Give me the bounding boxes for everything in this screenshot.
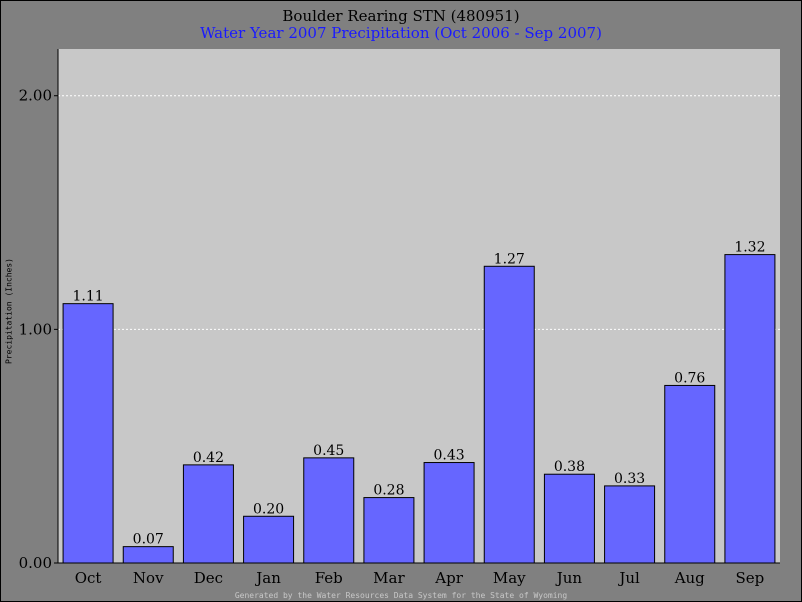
bar — [543, 473, 595, 564]
bar — [363, 497, 415, 564]
x-tick-label: Sep — [736, 569, 765, 587]
chart-subtitle: Water Year 2007 Precipitation (Oct 2006 … — [200, 24, 602, 42]
bar-value-label: 0.42 — [193, 450, 224, 466]
bar-value-label: 1.32 — [734, 240, 765, 256]
bar — [303, 457, 355, 564]
x-tick-label: Aug — [674, 569, 705, 587]
bar-value-label: 0.28 — [373, 483, 404, 499]
bar — [483, 265, 535, 564]
bar-value-label: 0.45 — [313, 443, 344, 459]
y-tick-label: 0.00 — [19, 554, 52, 572]
bar — [664, 384, 716, 564]
bar-value-label: 0.07 — [133, 532, 164, 548]
bar — [243, 515, 295, 564]
x-tick-label: Jul — [617, 569, 640, 587]
x-tick-label: Jun — [555, 569, 583, 587]
bar-value-label: 1.11 — [72, 289, 103, 305]
bar-value-label: 0.20 — [253, 501, 284, 517]
bar-value-label: 0.76 — [674, 370, 705, 386]
footer-credit: Generated by the Water Resources Data Sy… — [234, 591, 568, 600]
x-tick-label: Apr — [434, 569, 463, 587]
x-tick-label: May — [493, 569, 526, 587]
bar-value-label: 0.43 — [433, 448, 464, 464]
x-tick-label: Dec — [194, 569, 223, 587]
bar — [122, 546, 174, 564]
y-tick-label: 2.00 — [19, 87, 52, 105]
bar — [423, 462, 475, 564]
chart-title: Boulder Rearing STN (480951) — [282, 7, 520, 25]
bar — [62, 303, 114, 564]
bar — [182, 464, 234, 564]
x-tick-label: Feb — [315, 569, 343, 587]
plot-area — [58, 49, 780, 563]
bar-value-label: 0.33 — [614, 471, 645, 487]
x-tick-label: Nov — [133, 569, 164, 587]
bar — [724, 254, 776, 564]
x-tick-label: Jan — [254, 569, 281, 587]
bar — [604, 485, 656, 564]
x-tick-label: Mar — [373, 569, 405, 587]
x-tick-label: Oct — [75, 569, 102, 587]
y-tick-label: 1.00 — [19, 320, 52, 338]
bar-value-label: 1.27 — [494, 251, 525, 267]
bar-value-label: 0.38 — [554, 459, 585, 475]
